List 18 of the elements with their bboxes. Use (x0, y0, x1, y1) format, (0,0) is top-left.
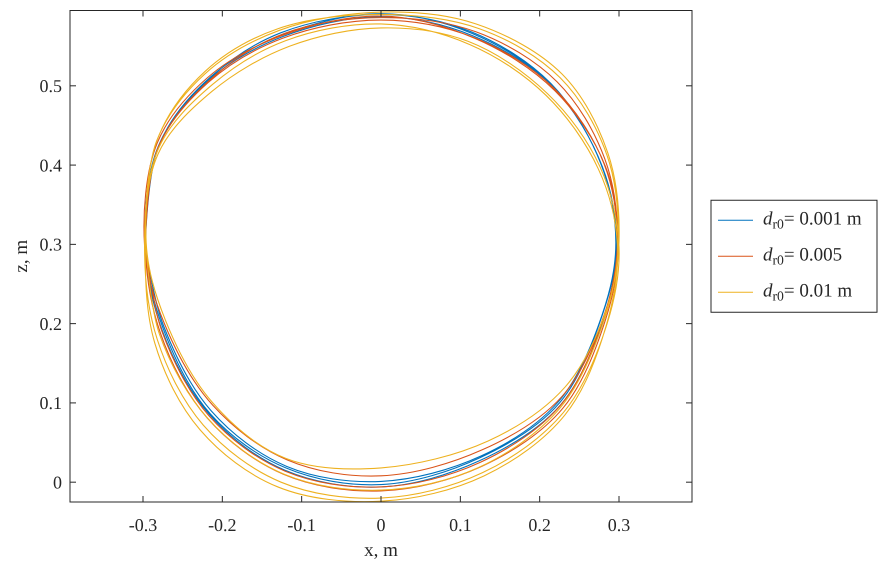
x-tick-label: 0.3 (608, 515, 630, 535)
y-tick-label: 0.1 (40, 393, 62, 414)
x-axis-title: x, m (364, 540, 398, 561)
x-tick-label: -0.1 (287, 515, 316, 535)
x-tick-label: 0.1 (449, 515, 472, 535)
y-tick-label: 0.2 (40, 314, 62, 334)
x-tick-label: -0.2 (208, 515, 237, 535)
y-tick-label: 0.3 (40, 234, 62, 255)
legend-label: d$_{r0}$= 0.01 m (763, 280, 852, 304)
y-tick-label: 0 (53, 472, 62, 492)
x-tick-label: 0.2 (528, 515, 551, 535)
legend-label: d$_{r0}$= 0.001 m (763, 208, 862, 232)
y-tick-label: 0.4 (40, 155, 62, 176)
y-tick-label: 0.5 (40, 76, 62, 96)
x-tick-label: 0 (376, 515, 386, 535)
y-axis-title: z, m (11, 240, 32, 273)
legend-label: d$_{r0}$= 0.005 (763, 244, 842, 268)
x-tick-label: -0.3 (128, 515, 158, 535)
